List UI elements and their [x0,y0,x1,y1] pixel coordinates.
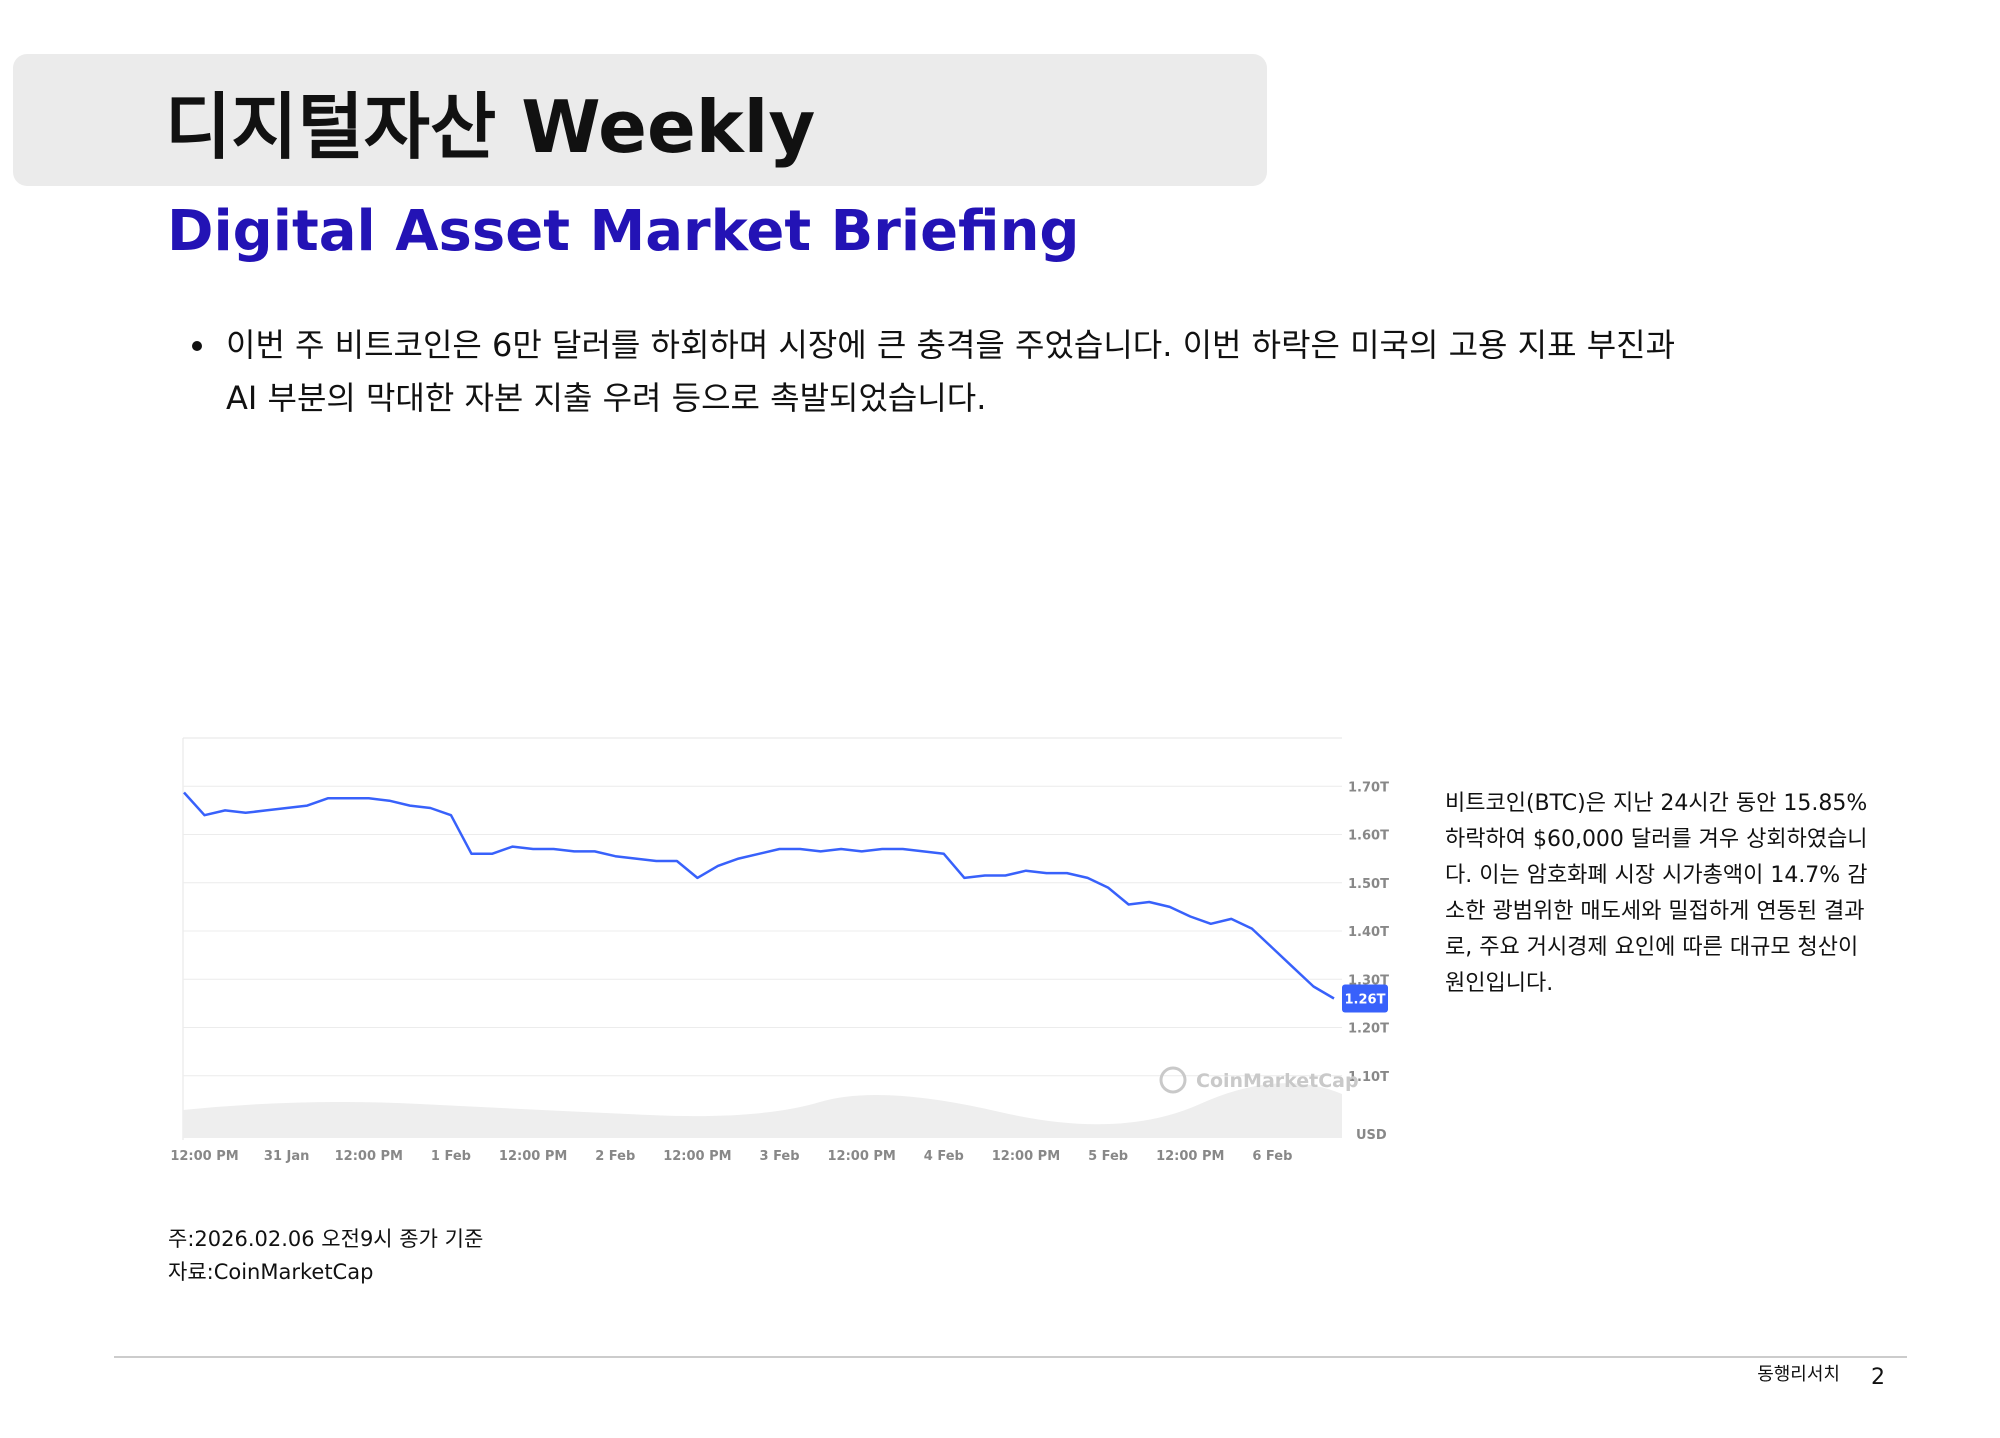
bullet-dot [192,341,202,351]
price-line [183,791,1335,1000]
side-note-line: 다. 이는 암호화폐 시장 시가총액이 14.7% 감 [1445,863,1867,888]
x-tick-label: 2 Feb [595,1149,635,1164]
watermark-logo [1159,1066,1187,1094]
side-note-line: 하락하여 $60,000 달러를 겨우 상회하였습니 [1445,827,1868,852]
chart: 1.10T 1.20T 1.30T 1.40T 1.50T 1.60T 1.70T USD Co… [170,780,1389,1164]
side-note-line: 로, 주요 거시경제 요인에 따른 대규모 청산이 [1445,935,1858,960]
x-tick-label: 1 Feb [431,1149,471,1164]
x-tick-label: 6 Feb [1252,1149,1292,1164]
x-tick-label: 12:00 PM [663,1149,731,1164]
x-tick-label: 12:00 PM [499,1149,567,1164]
side-note-line: 비트코인(BTC)은 지난 24시간 동안 15.85% [1445,791,1867,816]
y-tick-label: 1.20T [1348,1022,1389,1037]
y-tick-label: 1.50T [1348,877,1389,892]
subtitle: Digital Asset Market Briefing [167,199,1080,264]
y-tick-label: 1.30T [1348,973,1389,988]
bullet-line: AI 부분의 막대한 자본 지출 우려 등으로 촉발되었습니다. [226,379,986,417]
footer-company: 동행리서치 [1757,1364,1840,1385]
y-tick-label: 1.70T [1348,780,1389,795]
note: 주:2026.02.06 오전9시 종가 기준 [168,1227,483,1251]
header-box [13,54,1267,186]
y-tick-label: 1.40T [1348,925,1389,940]
x-tick-label: 5 Feb [1088,1149,1128,1164]
note: 자료:CoinMarketCap [168,1260,373,1284]
x-tick-label: 12:00 PM [992,1149,1060,1164]
x-tick-label: 12:00 PM [170,1149,238,1164]
x-tick-label: 12:00 PM [1156,1149,1224,1164]
bullet-line: 이번 주 비트코인은 6만 달러를 하회하며 시장에 큰 충격을 주었습니다. … [226,326,1675,364]
page-number: 2 [1871,1365,1885,1390]
side-note-line: 원인입니다. [1445,971,1553,996]
side-note-line: 소한 광범위한 매도세와 밀접하게 연동된 결과 [1445,899,1865,924]
y-tick-label: 1.10T [1348,1070,1389,1085]
y-tick-label: 1.60T [1348,829,1389,844]
x-tick-label: 3 Feb [760,1149,800,1164]
x-tick-label: 31 Jan [264,1149,309,1164]
x-tick-label: 4 Feb [924,1149,964,1164]
watermark: CoinMarketCap [1196,1070,1359,1092]
volume-area [183,1083,1342,1138]
unit-label: USD [1356,1128,1387,1143]
x-tick-label: 12:00 PM [335,1149,403,1164]
x-tick-label: 12:00 PM [827,1149,895,1164]
side-note: 비트코인(BTC)은 지난 24시간 동안 15.85% 하락하여 $60,000… [1445,791,1868,996]
value-label: 1.26T [1345,993,1386,1008]
title: 디지털자산 Weekly [165,85,815,169]
value-badge [1342,984,1388,1013]
